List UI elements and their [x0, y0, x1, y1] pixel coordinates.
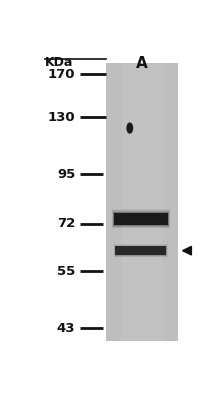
Bar	[161, 64, 163, 341]
Bar	[126, 64, 127, 341]
Bar	[136, 64, 138, 341]
Bar	[115, 246, 167, 255]
Bar	[106, 64, 108, 341]
Bar	[174, 64, 176, 341]
Bar	[165, 64, 167, 341]
Bar	[113, 211, 169, 227]
Bar	[172, 64, 174, 341]
Bar	[114, 245, 167, 256]
Bar	[151, 64, 152, 341]
Bar	[147, 64, 149, 341]
Bar	[106, 64, 178, 341]
Bar	[140, 64, 142, 341]
Bar	[143, 64, 145, 341]
Bar	[142, 64, 143, 341]
Bar	[160, 64, 161, 341]
Bar	[127, 64, 129, 341]
Bar	[115, 64, 117, 341]
Text: 72: 72	[57, 217, 75, 230]
Bar	[114, 213, 168, 225]
Bar	[152, 64, 154, 341]
Bar	[138, 64, 140, 341]
Bar	[129, 64, 131, 341]
Bar	[115, 246, 167, 256]
Bar	[113, 212, 169, 226]
Text: A: A	[136, 56, 148, 71]
Bar	[124, 64, 126, 341]
Text: KDa: KDa	[45, 56, 73, 69]
Bar	[120, 64, 122, 341]
Text: 55: 55	[57, 265, 75, 278]
Bar	[112, 210, 170, 228]
Bar	[176, 64, 178, 341]
Text: 43: 43	[57, 322, 75, 335]
Bar	[112, 209, 170, 228]
Bar	[114, 244, 168, 257]
Bar	[122, 64, 124, 341]
Circle shape	[127, 123, 132, 133]
Bar	[110, 64, 111, 341]
Bar	[135, 64, 136, 341]
Bar	[163, 64, 165, 341]
Bar	[131, 64, 133, 341]
Bar	[117, 64, 118, 341]
Bar	[154, 64, 156, 341]
Bar	[133, 64, 135, 341]
Bar	[167, 64, 169, 341]
Bar	[169, 64, 170, 341]
Bar	[170, 64, 172, 341]
Bar	[145, 64, 147, 341]
Bar	[113, 64, 115, 341]
Bar	[111, 64, 113, 341]
Bar	[118, 64, 120, 341]
Bar	[108, 64, 110, 341]
Text: 170: 170	[48, 68, 75, 81]
Text: 95: 95	[57, 168, 75, 181]
Bar	[149, 64, 151, 341]
Text: 130: 130	[48, 111, 75, 124]
Bar	[156, 64, 158, 341]
Bar	[158, 64, 160, 341]
